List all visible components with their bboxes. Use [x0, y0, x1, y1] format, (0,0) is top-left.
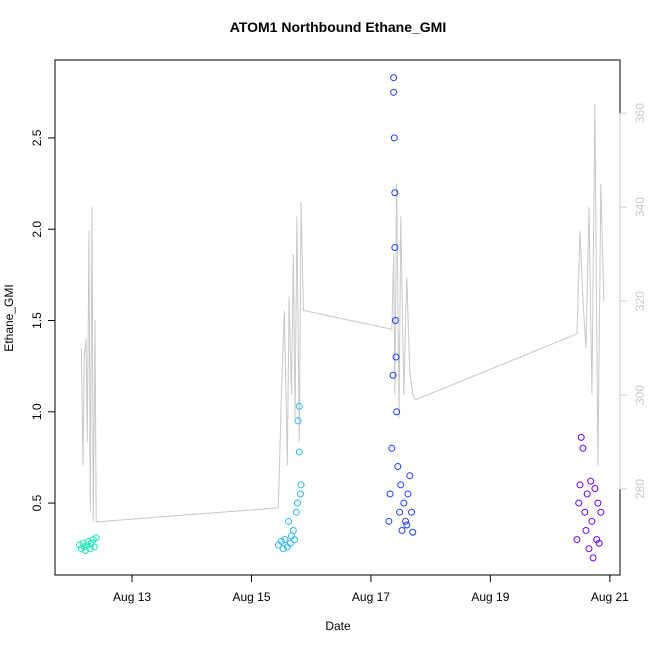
point [406, 472, 414, 480]
point [597, 508, 605, 516]
point [295, 402, 303, 410]
point [396, 508, 404, 516]
x-axis-label: Date [325, 619, 351, 633]
point [593, 536, 601, 544]
y2-tick-label: 300 [633, 385, 647, 405]
x-tick-label: Aug 21 [591, 590, 629, 604]
point [290, 536, 298, 544]
point [297, 481, 305, 489]
point [285, 517, 293, 525]
point [594, 499, 602, 507]
point [573, 536, 581, 544]
point [393, 408, 401, 416]
line-series [80, 103, 605, 523]
y-tick-label: 2.0 [30, 221, 44, 238]
y-tick-label: 1.0 [30, 403, 44, 420]
point [388, 444, 396, 452]
y-tick-label: 2.5 [30, 129, 44, 146]
chart-title: ATOM1 Northbound Ethane_GMI [230, 19, 446, 35]
y-tick-label: 1.5 [30, 312, 44, 329]
point [577, 433, 585, 441]
point [400, 499, 408, 507]
point [296, 490, 304, 498]
x-tick-label: Aug 19 [471, 590, 509, 604]
point [588, 517, 596, 525]
point [279, 545, 287, 553]
point [391, 243, 399, 251]
point [391, 317, 399, 325]
point [90, 543, 98, 551]
point [575, 499, 583, 507]
y2-tick-label: 340 [633, 197, 647, 217]
point [398, 526, 406, 534]
point [386, 490, 394, 498]
y2-tick-label: 320 [633, 291, 647, 311]
point [408, 508, 416, 516]
point [281, 536, 289, 544]
point [392, 353, 400, 361]
x-tick-label: Aug 17 [352, 590, 390, 604]
point [403, 521, 411, 529]
point [389, 371, 397, 379]
point [587, 477, 595, 485]
point [390, 134, 398, 142]
point [582, 526, 590, 534]
point [591, 484, 599, 492]
x-tick-label: Aug 15 [232, 590, 270, 604]
point [409, 528, 417, 536]
y-axis-label: Ethane_GMI [2, 284, 16, 351]
point [293, 499, 301, 507]
point [277, 537, 285, 545]
point [585, 545, 593, 553]
point [385, 517, 393, 525]
point [294, 417, 302, 425]
point [589, 554, 597, 562]
point [92, 534, 100, 542]
point [391, 189, 399, 197]
x-tick-label: Aug 13 [113, 590, 151, 604]
point [579, 444, 587, 452]
point [292, 508, 300, 516]
y-tick-label: 0.5 [30, 494, 44, 511]
point [394, 463, 402, 471]
point [295, 448, 303, 456]
point [404, 490, 412, 498]
point [289, 526, 297, 534]
point [402, 517, 410, 525]
point [286, 539, 294, 547]
point [581, 508, 589, 516]
y2-tick-label: 360 [633, 103, 647, 123]
point [390, 88, 398, 96]
point [583, 490, 591, 498]
point [390, 74, 398, 82]
y2-tick-label: 280 [633, 479, 647, 499]
point [75, 541, 83, 549]
point [595, 539, 603, 547]
point [576, 481, 584, 489]
point [397, 481, 405, 489]
